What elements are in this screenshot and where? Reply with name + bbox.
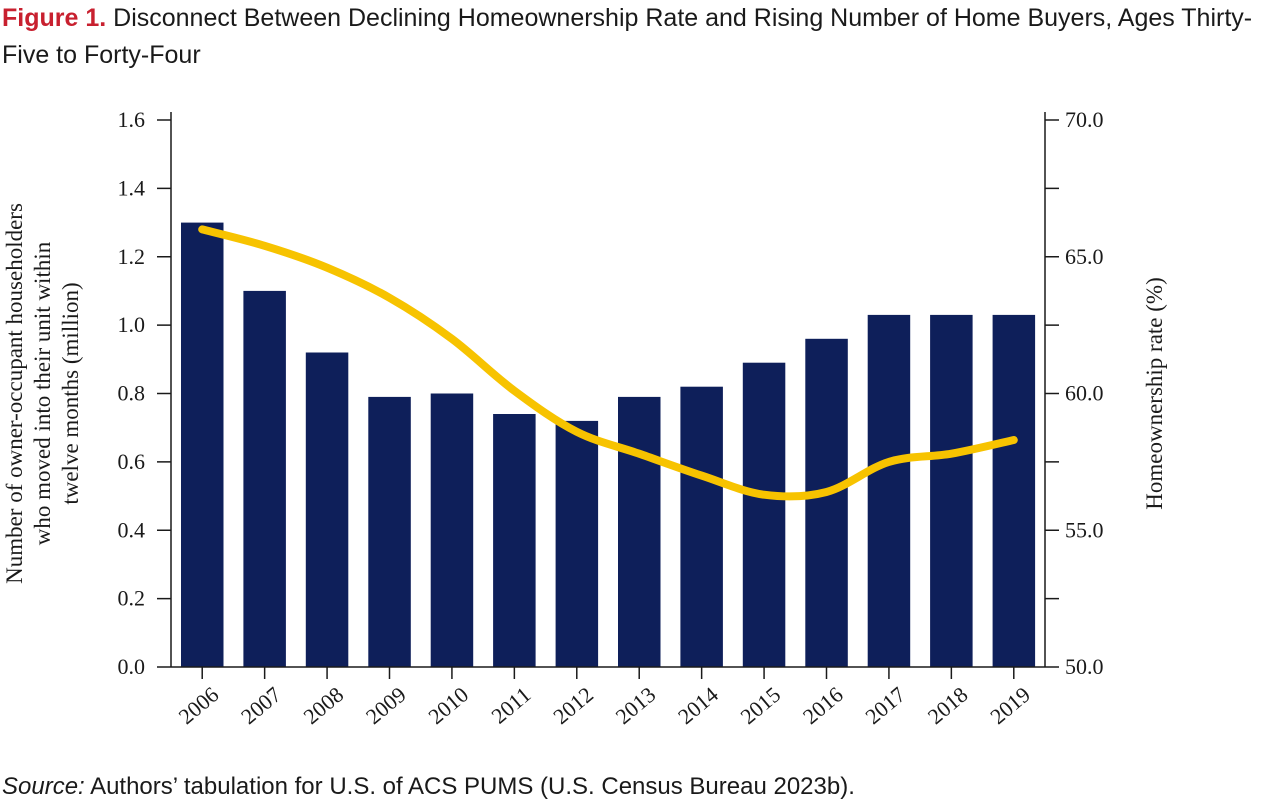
axis-labels: Number of owner-occupant householders who… <box>2 203 1167 584</box>
bar-2008 <box>305 352 349 667</box>
line-point-2015 <box>763 494 765 496</box>
right-tick-label: 55.0 <box>1065 517 1104 542</box>
x-tick-label: 2016 <box>798 682 848 729</box>
line-point-2008 <box>326 267 328 269</box>
left-tick-label: 0.8 <box>118 381 146 406</box>
bar-2019 <box>992 314 1036 667</box>
bar-2015 <box>742 362 786 667</box>
line-point-2009 <box>389 297 390 299</box>
line-point-2016 <box>826 491 827 493</box>
x-tick-label: 2013 <box>611 682 661 729</box>
left-tick-label: 0.2 <box>118 586 146 611</box>
x-tick-label: 2009 <box>361 682 411 729</box>
line-point-2014 <box>701 475 703 477</box>
left-tick-label: 1.4 <box>118 175 146 200</box>
homeownership-rate-line <box>198 225 1018 501</box>
line-point-2007 <box>264 245 266 247</box>
figure-title-text: Disconnect Between Declining Homeownersh… <box>2 4 1253 69</box>
line-point-2018 <box>950 453 952 455</box>
line-point-2006 <box>201 228 203 230</box>
left-tick-label: 1.6 <box>118 107 146 132</box>
line-point-2011 <box>513 390 515 392</box>
line-point-2010 <box>451 338 453 340</box>
right-tick-label: 60.0 <box>1065 381 1104 406</box>
left-tick-label: 0.0 <box>118 654 146 679</box>
x-tick-label: 2006 <box>174 682 224 729</box>
x-tick-label: 2014 <box>673 682 723 729</box>
source-label: Source: <box>2 773 85 800</box>
source-note: Source: Authors’ tabulation for U.S. of … <box>2 770 855 804</box>
left-axis-title-line: twelve months (million) <box>58 282 83 504</box>
left-tick-label: 0.6 <box>118 449 146 474</box>
right-tick-label: 70.0 <box>1065 107 1104 132</box>
chart-title: Figure 1. Disconnect Between Declining H… <box>2 0 1278 74</box>
right-tick-label: 65.0 <box>1065 244 1104 269</box>
bar-series <box>181 222 1036 667</box>
bar-2012 <box>555 420 599 667</box>
line-point-2012 <box>576 431 578 433</box>
right-axis-title: Homeownership rate (%) <box>1142 277 1167 509</box>
left-axis-title-line: Number of owner-occupant householders <box>2 203 27 584</box>
x-tick-label: 2015 <box>736 682 786 729</box>
line-point-2017 <box>888 461 890 463</box>
left-tick-label: 1.0 <box>118 312 146 337</box>
bar-2018 <box>930 314 973 667</box>
x-tick-label: 2019 <box>985 682 1035 729</box>
x-tick-label: 2017 <box>860 682 910 729</box>
x-tick-label: 2018 <box>923 682 973 729</box>
bar-2007 <box>243 290 286 667</box>
bar-2016 <box>805 338 848 667</box>
left-axis-title-line: who moved into their unit within <box>30 241 55 545</box>
bar-2011 <box>493 414 536 667</box>
line-series <box>198 225 1018 501</box>
x-tick-label: 2011 <box>486 682 535 729</box>
x-tick-label: 2007 <box>236 682 286 729</box>
left-tick-label: 0.4 <box>118 517 146 542</box>
line-point-2013 <box>638 453 640 455</box>
left-axis-title: Number of owner-occupant householders who… <box>2 203 83 584</box>
source-text: Authors’ tabulation for U.S. of ACS PUMS… <box>90 773 855 800</box>
bar-2006 <box>181 222 224 667</box>
left-tick-label: 1.2 <box>118 244 146 269</box>
x-tick-label: 2010 <box>423 682 473 729</box>
right-tick-label: 50.0 <box>1065 654 1104 679</box>
bar-2014 <box>680 386 723 667</box>
bar-2017 <box>867 314 911 667</box>
line-point-2019 <box>1013 439 1015 441</box>
x-tick-label: 2012 <box>548 682 598 729</box>
figure-label: Figure 1. <box>2 4 107 32</box>
x-tick-label: 2008 <box>299 682 349 729</box>
bar-2013 <box>618 396 661 667</box>
bar-2009 <box>368 396 411 667</box>
bar-2010 <box>430 393 474 667</box>
